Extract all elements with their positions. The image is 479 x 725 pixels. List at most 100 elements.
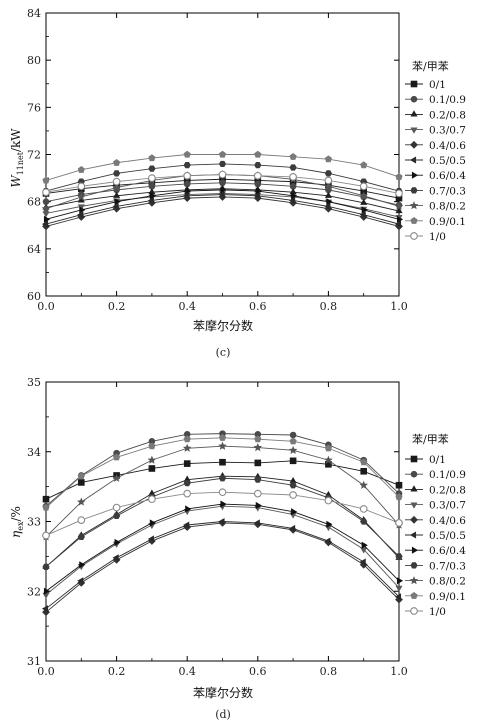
panel-c-data-point: [394, 220, 402, 228]
panel-d-data-point: [288, 445, 298, 454]
panel-c-legend-item: 0.1/0.9: [405, 94, 466, 106]
panel-c-legend-marker: [410, 187, 418, 194]
panel-d-data-point: [41, 605, 49, 613]
panel-c-data-point: [291, 192, 298, 200]
panel-d-data-point: [112, 453, 121, 461]
panel-c-data-point: [254, 180, 262, 188]
panel-d-legend-item: 0.8/0.2: [405, 576, 466, 588]
panel-c-legend-marker: [410, 110, 418, 117]
panel-d-series-line: [45, 522, 400, 613]
panel-c-data-point: [148, 183, 156, 190]
panel-d-data-point: [149, 519, 156, 527]
panel-d-data-point: [396, 577, 404, 585]
panel-c-data-point: [77, 182, 86, 191]
panel-c-legend-label: 0.3/0.7: [429, 125, 466, 137]
panel-c-legend-item: 0.2/0.8: [405, 109, 466, 121]
panel-c-series-0.7-0.3: [42, 160, 403, 195]
panel-d-legend-label: 0.4/0.6: [429, 515, 466, 527]
panel-c-x-axis-title: 苯摩尔分数: [193, 318, 253, 333]
panel-d-data-point: [361, 541, 368, 549]
panel-c-legend-label: 0.5/0.5: [429, 155, 466, 167]
panel-d-series-0.4-0.6: [42, 519, 403, 617]
panel-d-legend-item: 0.9/0.1: [405, 591, 466, 603]
panel-d-data-point: [289, 431, 297, 439]
panel-c-data-point: [396, 215, 404, 223]
panel-c-legend-marker: [410, 232, 418, 240]
panel-d-y-tick-label: 33: [27, 516, 41, 529]
panel-d-data-point: [289, 437, 297, 445]
panel-d-y-tick-label: 34: [27, 446, 41, 459]
panel-d-data-point: [289, 491, 297, 499]
panel-d-x-axis-title: 苯摩尔分数: [193, 685, 253, 700]
panel-c-data-point: [218, 150, 227, 158]
panel-d-data-point: [253, 489, 262, 498]
panel-d-data-point: [254, 476, 262, 483]
panel-d-data-point: [43, 587, 51, 595]
panel-d-legend-marker: [409, 576, 419, 585]
panel-d-x-tick-label: 0.0: [37, 665, 55, 678]
panel-d-data-point: [77, 533, 85, 540]
panel-c-data-point: [77, 211, 84, 219]
panel-c-data-point: [147, 196, 154, 205]
panel-c-data-point: [41, 220, 49, 228]
panel-d-series-0.5-0.5: [41, 517, 402, 613]
panel-d-ylabel-unit: /%: [9, 506, 23, 521]
panel-d-data-point: [359, 558, 366, 566]
panel-c-data-point: [42, 211, 50, 218]
panel-d-series-0-1: [42, 457, 403, 503]
panel-c-data-point: [183, 192, 190, 200]
panel-d-x-tick-label: 0.6: [249, 665, 267, 678]
panel-d-legend-item: 1/0: [405, 606, 446, 618]
panel-c-data-point: [77, 192, 86, 201]
panel-c-data-point: [148, 174, 156, 182]
panel-c-legend-marker: [410, 80, 418, 88]
panel-c-data-point: [183, 150, 191, 158]
panel-c-data-point: [148, 165, 156, 172]
panel-d-data-point: [253, 519, 260, 527]
panel-d-data-point: [183, 435, 191, 443]
panel-c-legend-label: 0.8/0.2: [429, 201, 466, 213]
panel-d-data-point: [42, 503, 50, 511]
panel-c-y-tick-label: 64: [27, 243, 41, 256]
panel-c-data-point: [254, 150, 262, 158]
panel-c-data-point: [289, 188, 297, 195]
panel-c-y-tick-label: 76: [27, 101, 41, 114]
panel-c-data-point: [289, 196, 296, 205]
panel-d-data-point: [395, 585, 403, 592]
panel-d-legend-item: 0.1/0.9: [405, 469, 466, 481]
panel-c-legend-item: 0/1: [405, 79, 446, 91]
panel-d-y-tick-label: 35: [27, 376, 41, 389]
panel-c-legend-item: 0.7/0.3: [405, 185, 466, 197]
panel-c-data-point: [219, 179, 226, 187]
panel-d-data-point: [78, 479, 85, 486]
panel-d-legend-label: 0.6/0.4: [429, 545, 466, 557]
panel-d-x-tick-label: 0.4: [178, 665, 196, 678]
panel-d-series-0.9-0.1: [42, 434, 403, 511]
panel-c-legend-marker: [411, 171, 419, 179]
panel-c-data-point: [113, 170, 121, 177]
panel-c-data-point: [113, 191, 121, 198]
panel-c-ylabel-main: W: [9, 174, 23, 188]
panel-d-y-tick-label: 31: [27, 655, 41, 668]
panel-d-data-point: [218, 488, 227, 497]
panel-c-data-point: [289, 183, 297, 190]
panel-c-series-line: [45, 196, 400, 227]
panel-c-legend-label: 0.9/0.1: [429, 216, 466, 228]
panel-c-data-point: [253, 192, 260, 200]
panel-c-legend-item: 0.9/0.1: [405, 216, 466, 228]
panel-c-data-point: [218, 160, 227, 168]
panel-d-data-point: [395, 493, 403, 501]
panel-d-data-point: [395, 553, 403, 560]
panel-c-x-tick-label: 0.8: [320, 300, 338, 313]
panel-c-data-point: [112, 183, 121, 192]
panel-c-legend-marker: [409, 156, 417, 164]
panel-d-legend-label: 0.8/0.2: [429, 576, 466, 588]
panel-d-data-point: [395, 519, 403, 527]
panel-d-data-point: [77, 472, 85, 480]
panel-d-data-point: [254, 459, 262, 467]
panel-c-legend-marker: [410, 217, 418, 224]
panel-d-data-point: [182, 443, 192, 452]
panel-c-data-point: [183, 177, 191, 184]
panel-c-data-point: [43, 215, 51, 223]
panel-c-data-point: [395, 173, 403, 180]
